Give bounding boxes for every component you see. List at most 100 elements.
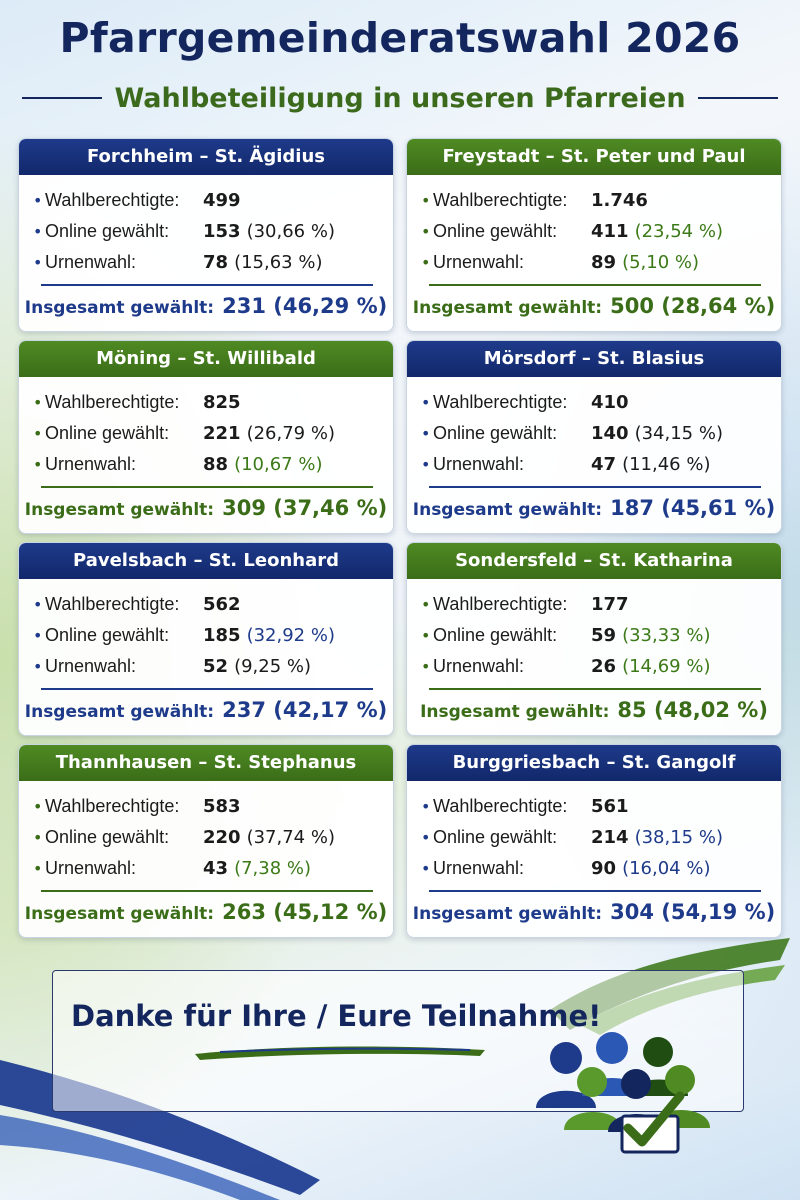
- eligible-value: 499: [203, 190, 241, 211]
- total-label: Insgesamt gewählt:: [24, 298, 215, 318]
- underline-brush: [195, 1046, 485, 1060]
- online-percent: (23,54 %): [634, 221, 723, 242]
- bullet-icon: •: [33, 222, 43, 241]
- total-row: Insgesamt gewählt: 500 (28,64 %): [407, 294, 781, 318]
- total-label: Insgesamt gewählt:: [412, 500, 603, 520]
- parish-stats: • Wahlberechtigte: 825 • Online gewählt:…: [19, 377, 393, 480]
- parish-card: Burggriesbach – St. Gangolf • Wahlberech…: [406, 744, 782, 938]
- online-row: • Online gewählt: 411 (23,54 %): [421, 216, 781, 247]
- total-label: Insgesamt gewählt:: [412, 298, 603, 318]
- urn-percent: (14,69 %): [622, 656, 711, 677]
- parish-grid: Forchheim – St. Ägidius • Wahlberechtigt…: [18, 138, 782, 938]
- urn-percent: (16,04 %): [622, 858, 711, 879]
- eligible-row: • Wahlberechtigte: 825: [33, 387, 393, 418]
- online-label: Online gewählt:: [45, 827, 170, 847]
- bullet-icon: •: [421, 393, 431, 412]
- urn-label: Urnenwahl:: [433, 252, 525, 272]
- online-label: Online gewählt:: [45, 625, 170, 645]
- urn-label: Urnenwahl:: [45, 858, 137, 878]
- total-label: Insgesamt gewählt:: [420, 702, 610, 722]
- online-value: 153: [203, 221, 241, 242]
- total-value: 237 (42,17 %): [222, 698, 388, 722]
- parish-stats: • Wahlberechtigte: 410 • Online gewählt:…: [407, 377, 781, 480]
- parish-card: Mörsdorf – St. Blasius • Wahlberechtigte…: [406, 340, 782, 534]
- bullet-icon: •: [421, 626, 431, 645]
- bullet-icon: •: [421, 455, 431, 474]
- urn-label: Urnenwahl:: [45, 454, 137, 474]
- eligible-label: Wahlberechtigte:: [433, 190, 568, 210]
- eligible-value: 561: [591, 796, 629, 817]
- card-divider: [429, 486, 761, 488]
- subtitle-rule-left: [22, 97, 103, 99]
- card-divider: [41, 486, 373, 488]
- online-label: Online gewählt:: [45, 221, 170, 241]
- online-label: Online gewählt:: [433, 625, 558, 645]
- urn-row: • Urnenwahl: 43 (7,38 %): [33, 853, 393, 884]
- parish-name: Sondersfeld – St. Katharina: [407, 543, 781, 579]
- urn-row: • Urnenwahl: 78 (15,63 %): [33, 247, 393, 278]
- online-row: • Online gewählt: 185 (32,92 %): [33, 620, 393, 651]
- total-value: 309 (37,46 %): [222, 496, 388, 520]
- urn-label: Urnenwahl:: [433, 454, 525, 474]
- bullet-icon: •: [33, 859, 43, 878]
- page-title: Pfarrgemeinderatswahl 2026: [59, 14, 741, 62]
- parish-card: Freystadt – St. Peter und Paul • Wahlber…: [406, 138, 782, 332]
- subtitle-row: Wahlbeteiligung in unseren Pfarreien: [22, 80, 779, 116]
- eligible-label: Wahlberechtigte:: [433, 796, 568, 816]
- urn-percent: (5,10 %): [622, 252, 700, 273]
- urn-percent: (15,63 %): [234, 252, 323, 273]
- bullet-icon: •: [33, 657, 43, 676]
- eligible-label: Wahlberechtigte:: [433, 594, 568, 614]
- bullet-icon: •: [33, 424, 43, 443]
- parish-name: Burggriesbach – St. Gangolf: [407, 745, 781, 781]
- urn-percent: (10,67 %): [234, 454, 323, 475]
- bullet-icon: •: [421, 657, 431, 676]
- online-percent: (30,66 %): [246, 221, 335, 242]
- total-row: Insgesamt gewählt: 237 (42,17 %): [19, 698, 393, 722]
- parish-name: Pavelsbach – St. Leonhard: [19, 543, 393, 579]
- urn-label: Urnenwahl:: [45, 252, 137, 272]
- urn-value: 43: [203, 858, 229, 879]
- bullet-icon: •: [421, 191, 431, 210]
- parish-stats: • Wahlberechtigte: 562 • Online gewählt:…: [19, 579, 393, 682]
- thanks-message: Danke für Ihre / Eure Teilnahme!: [71, 999, 602, 1033]
- urn-value: 47: [591, 454, 617, 475]
- eligible-row: • Wahlberechtigte: 177: [421, 589, 781, 620]
- online-value: 140: [591, 423, 629, 444]
- online-value: 59: [591, 625, 617, 646]
- bullet-icon: •: [33, 393, 43, 412]
- parish-name: Forchheim – St. Ägidius: [19, 139, 393, 175]
- total-value: 187 (45,61 %): [610, 496, 776, 520]
- urn-label: Urnenwahl:: [433, 656, 525, 676]
- online-percent: (34,15 %): [634, 423, 723, 444]
- urn-value: 52: [203, 656, 229, 677]
- eligible-label: Wahlberechtigte:: [433, 392, 568, 412]
- online-percent: (37,74 %): [246, 827, 335, 848]
- online-label: Online gewählt:: [433, 423, 558, 443]
- urn-label: Urnenwahl:: [433, 858, 525, 878]
- eligible-row: • Wahlberechtigte: 583: [33, 791, 393, 822]
- card-divider: [429, 890, 761, 892]
- total-row: Insgesamt gewählt: 263 (45,12 %): [19, 900, 393, 924]
- eligible-label: Wahlberechtigte:: [45, 796, 180, 816]
- bullet-icon: •: [421, 828, 431, 847]
- total-row: Insgesamt gewählt: 85 (48,02 %): [407, 698, 781, 722]
- eligible-row: • Wahlberechtigte: 1.746: [421, 185, 781, 216]
- checkmark-icon: [623, 1091, 685, 1147]
- total-row: Insgesamt gewählt: 231 (46,29 %): [19, 294, 393, 318]
- parish-name: Thannhausen – St. Stephanus: [19, 745, 393, 781]
- total-row: Insgesamt gewählt: 304 (54,19 %): [407, 900, 781, 924]
- total-label: Insgesamt gewählt:: [24, 904, 215, 924]
- urn-row: • Urnenwahl: 88 (10,67 %): [33, 449, 393, 480]
- urn-value: 88: [203, 454, 229, 475]
- parish-card: Forchheim – St. Ägidius • Wahlberechtigt…: [18, 138, 394, 332]
- online-row: • Online gewählt: 59 (33,33 %): [421, 620, 781, 651]
- parish-stats: • Wahlberechtigte: 499 • Online gewählt:…: [19, 175, 393, 278]
- card-divider: [41, 688, 373, 690]
- online-value: 221: [203, 423, 241, 444]
- eligible-label: Wahlberechtigte:: [45, 594, 180, 614]
- bullet-icon: •: [421, 424, 431, 443]
- page-subtitle: Wahlbeteiligung in unseren Pfarreien: [114, 82, 686, 114]
- online-percent: (26,79 %): [246, 423, 335, 444]
- online-percent: (32,92 %): [246, 625, 335, 646]
